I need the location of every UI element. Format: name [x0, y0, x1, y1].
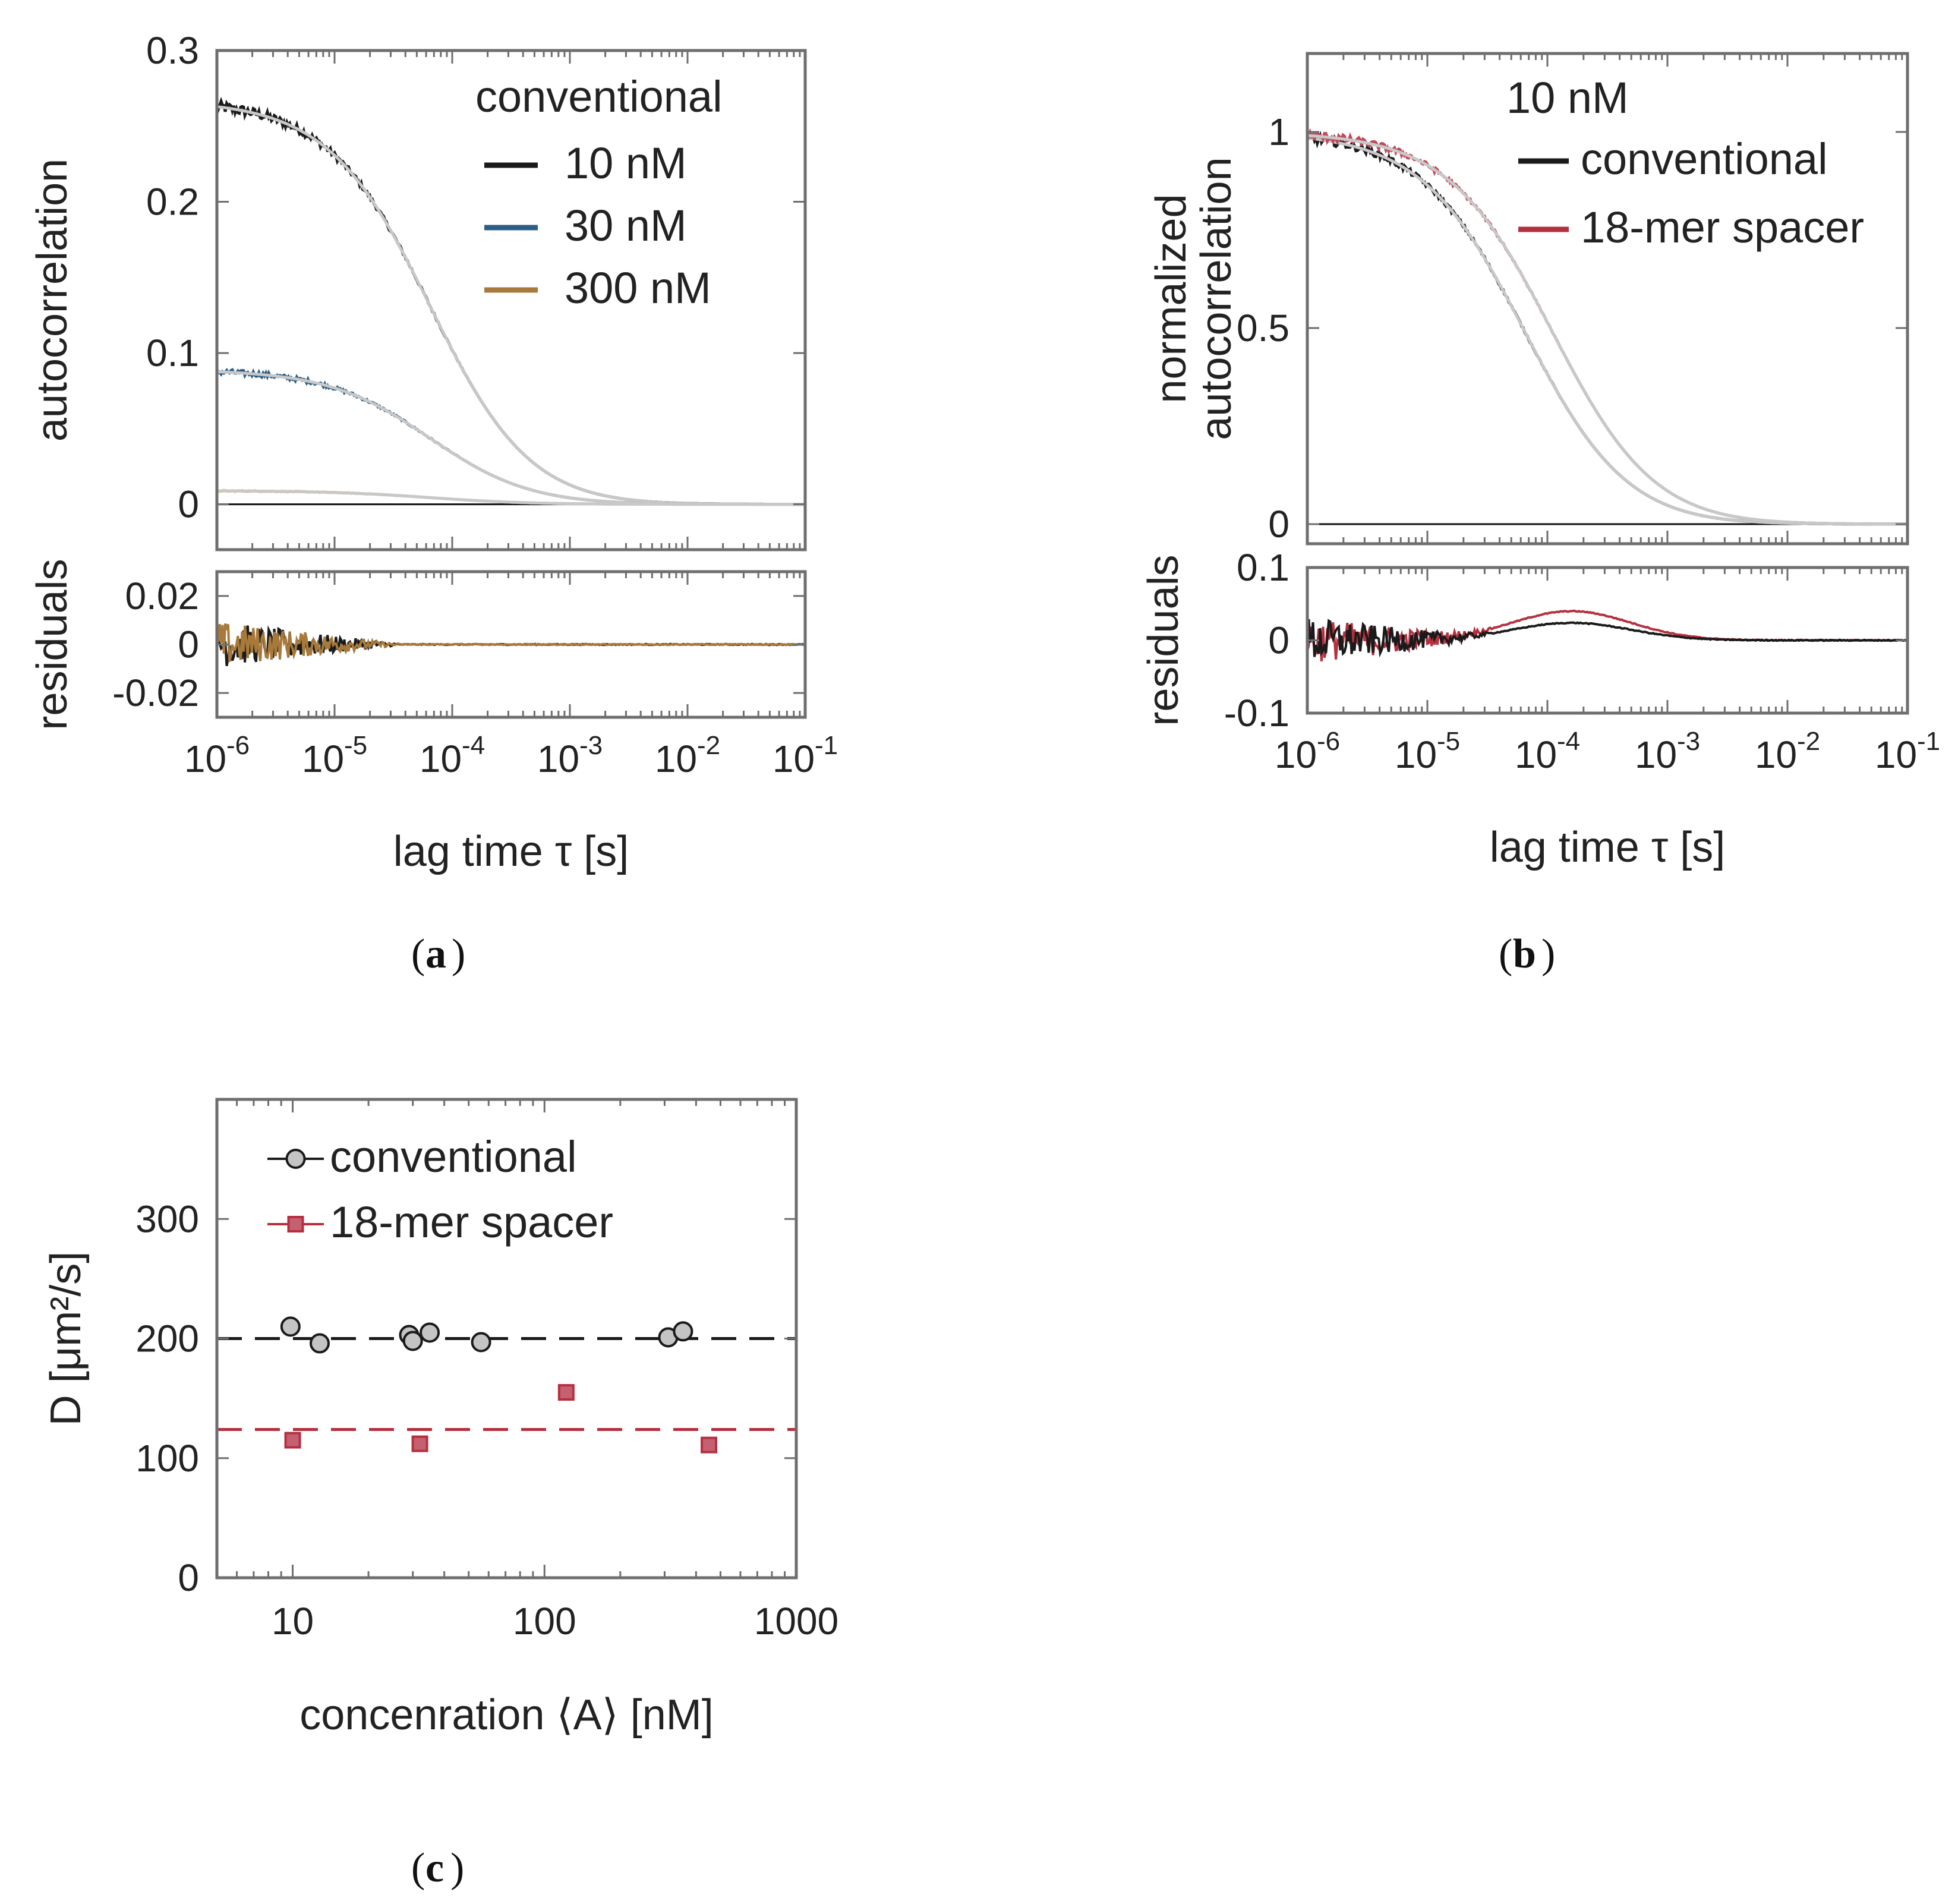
c-ytick-label: 200 — [135, 1317, 199, 1360]
a-ytick-label: 0.1 — [146, 332, 199, 374]
a-residual-line — [216, 623, 806, 663]
b-legend-label: 18-mer spacer — [1581, 203, 1864, 252]
a-ytick-label: 0.3 — [146, 29, 199, 72]
b-fit-18-mer-spacer — [1307, 134, 1907, 526]
panel-label-a-open: ( — [411, 931, 425, 977]
c-ylabel: D [μm²/s] — [42, 1252, 90, 1426]
panel-label-c-close: ) — [450, 1845, 464, 1891]
b-res-ylabel: residuals — [1140, 554, 1187, 726]
c-point-18-mer-spacer — [411, 1435, 428, 1452]
b-residual-line — [1306, 619, 1908, 658]
b-ytick-label: 0 — [1268, 503, 1289, 546]
c-point-18-mer-spacer — [701, 1436, 718, 1454]
a-ytick-label: 0.2 — [146, 181, 199, 223]
a-res-ytick-label: 0.02 — [125, 575, 199, 617]
a-legend-label: 10 nM — [565, 138, 687, 188]
b-main-frame — [1306, 52, 1909, 546]
a-res-ylabel: residuals — [29, 559, 76, 730]
c-xtick-label: 10 — [272, 1600, 314, 1643]
b-xtick-label: 10-1 — [1875, 727, 1940, 776]
a-legend-label: 300 nM — [565, 263, 711, 313]
c-ytick-label: 0 — [178, 1556, 199, 1599]
panel-label-a: a — [425, 931, 446, 977]
a-main-frame — [215, 49, 807, 551]
b-ylabel: autocorrelation — [1193, 157, 1240, 440]
b-legend-title: 10 nM — [1506, 73, 1629, 122]
a-xtick-label: 10-2 — [655, 731, 720, 780]
c-point-conventional — [471, 1332, 491, 1353]
a-series-10-nM — [215, 96, 805, 506]
c-legend-marker — [287, 1216, 304, 1232]
b-xtick-label: 10-3 — [1635, 727, 1700, 776]
b-xlabel: lag time τ [s] — [1490, 824, 1726, 871]
b-res-ytick-label: 0.1 — [1237, 546, 1289, 589]
c-xtick-label: 100 — [513, 1600, 576, 1643]
b-res-ytick-label: 0 — [1268, 619, 1289, 662]
a-res-ytick-label: 0 — [178, 623, 199, 666]
a-xtick-label: 10-6 — [184, 731, 250, 780]
c-legend-label: conventional — [330, 1132, 577, 1181]
panel-c: 0 100 200 300 10 100 1000 concenration ⟨A⟩ [nM]… — [42, 1098, 838, 1739]
a-ylabel: autocorrelation — [29, 159, 76, 442]
panel-label-c-open: ( — [411, 1845, 425, 1891]
b-ytick-label: 1 — [1268, 111, 1289, 153]
a-xtick-label: 10-4 — [420, 731, 485, 780]
b-series-conventional — [1306, 131, 1907, 526]
panel-label-b-close: ) — [1541, 931, 1555, 977]
b-fit-conventional — [1307, 136, 1907, 526]
a-fit-300-nM — [217, 489, 805, 506]
b-xtick-label: 10-2 — [1755, 727, 1820, 776]
b-ylabel: normalized — [1147, 194, 1195, 403]
b-xtick-label: 10-5 — [1395, 727, 1460, 776]
c-point-conventional — [420, 1322, 440, 1343]
c-point-conventional — [673, 1321, 693, 1342]
c-point-conventional — [402, 1331, 423, 1351]
a-legend-label: 30 nM — [565, 201, 687, 250]
c-legend-label: 18-mer spacer — [330, 1197, 613, 1247]
c-legend-marker — [285, 1149, 306, 1169]
c-point-conventional — [309, 1333, 330, 1354]
panel-label-b-open: ( — [1499, 931, 1512, 977]
panel-a: 0 0.1 0.2 0.3 autocorrelation conventional 10 … — [29, 29, 838, 875]
panel-label-c: c — [425, 1845, 444, 1891]
c-point-conventional — [280, 1316, 301, 1337]
panel-label-a-close: ) — [452, 931, 465, 977]
a-xtick-label: 10-5 — [302, 731, 367, 780]
b-series-18-mer-spacer — [1306, 128, 1907, 526]
b-legend-label: conventional — [1581, 134, 1828, 184]
a-xtick-label: 10-1 — [773, 731, 838, 780]
c-point-18-mer-spacer — [284, 1432, 301, 1449]
c-xtick-label: 1000 — [754, 1600, 838, 1643]
b-xtick-label: 10-6 — [1275, 727, 1340, 776]
b-res-ytick-label: -0.1 — [1224, 692, 1289, 735]
panel-label-b: b — [1513, 931, 1536, 977]
a-xlabel: lag time τ [s] — [393, 828, 629, 875]
a-fit-30-nM — [216, 370, 805, 506]
a-res-ytick-label: -0.02 — [112, 672, 199, 714]
c-point-18-mer-spacer — [557, 1384, 575, 1401]
a-legend-title: conventional — [475, 72, 723, 121]
b-xtick-label: 10-4 — [1515, 727, 1580, 776]
c-ytick-label: 300 — [135, 1197, 199, 1240]
c-ytick-label: 100 — [135, 1437, 199, 1480]
a-ytick-label: 0 — [178, 483, 199, 526]
b-ytick-label: 0.5 — [1237, 307, 1289, 349]
c-xlabel: concenration ⟨A⟩ [nM] — [299, 1691, 714, 1739]
a-xtick-label: 10-3 — [537, 731, 603, 780]
